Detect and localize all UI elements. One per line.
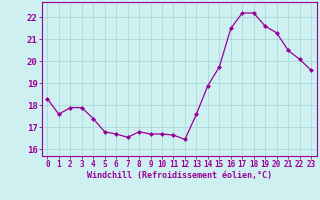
X-axis label: Windchill (Refroidissement éolien,°C): Windchill (Refroidissement éolien,°C) bbox=[87, 171, 272, 180]
